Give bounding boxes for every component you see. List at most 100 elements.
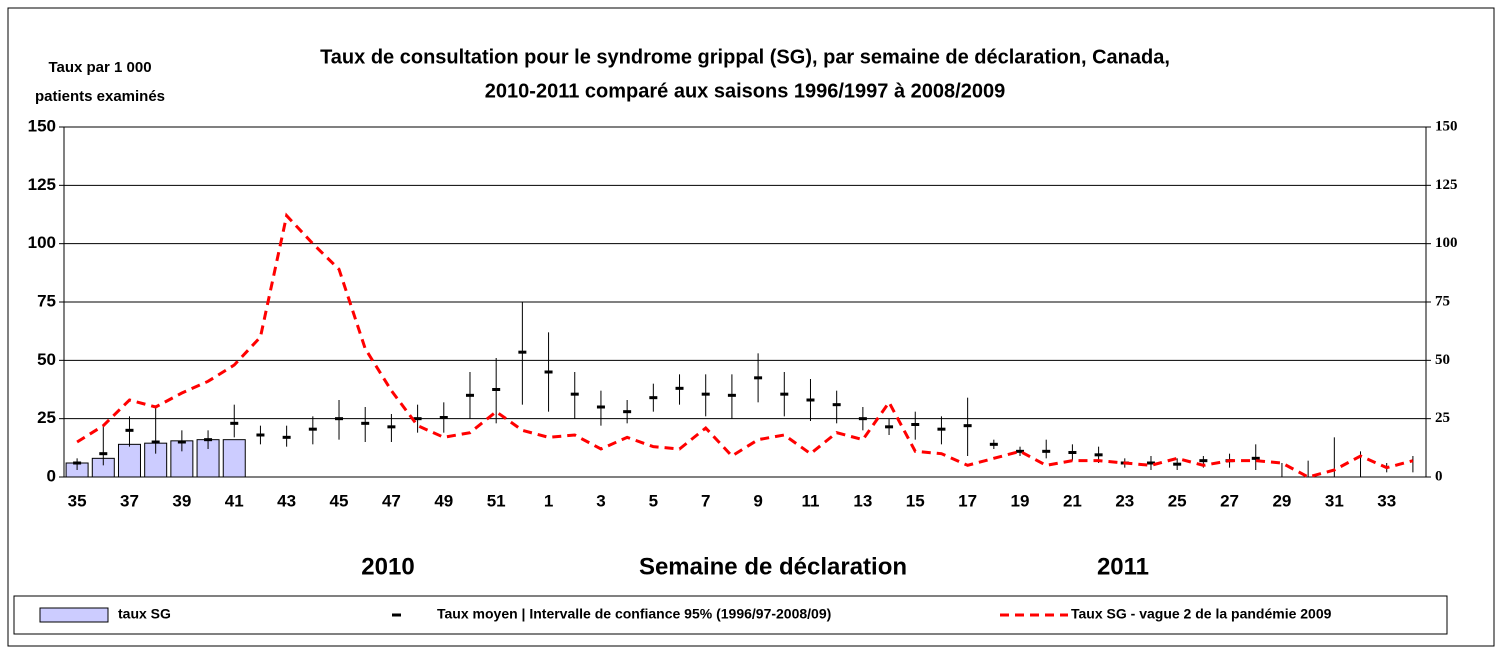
y-axis-label: Taux par 1 000 <box>48 59 151 76</box>
x-tick-label: 17 <box>958 491 977 510</box>
x-tick-label: 13 <box>853 491 872 510</box>
mean-marker <box>204 438 213 442</box>
mean-marker <box>1251 456 1260 460</box>
mean-marker <box>754 376 763 380</box>
mean-marker <box>335 417 344 421</box>
y2-tick-label: 50 <box>1435 352 1450 368</box>
mean-marker <box>649 396 658 400</box>
legend-swatch <box>39 607 109 623</box>
legend-label: taux SG <box>118 606 171 622</box>
bar <box>222 439 246 478</box>
mean-marker <box>125 428 134 432</box>
x-tick-label: 9 <box>753 491 762 510</box>
mean-marker <box>780 392 789 396</box>
x-tick-label: 33 <box>1377 491 1396 510</box>
x-tick-label: 29 <box>1272 491 1291 510</box>
y2-tick-label: 100 <box>1435 235 1458 251</box>
x-tick-label: 3 <box>596 491 605 510</box>
mean-marker <box>727 393 736 397</box>
mean-marker <box>256 433 265 437</box>
mean-marker <box>1068 451 1077 454</box>
x-tick-label: 35 <box>68 491 87 510</box>
x-tick-label: 5 <box>649 491 658 510</box>
x-tick-label: 11 <box>801 491 819 510</box>
y2-tick-label: 0 <box>1435 468 1443 484</box>
mean-marker <box>1146 461 1155 465</box>
mean-marker <box>518 350 527 354</box>
bar <box>117 443 141 478</box>
mean-marker <box>73 461 82 465</box>
mean-marker <box>989 442 998 446</box>
y2-tick-label: 25 <box>1435 410 1450 426</box>
x-tick-label: 21 <box>1063 491 1082 510</box>
x-tick-label: 45 <box>330 491 349 510</box>
x-tick-label: 37 <box>120 491 139 510</box>
y-tick-label: 100 <box>28 233 56 252</box>
legend-label: Taux SG - vague 2 de la pandémie 2009 <box>1071 606 1332 622</box>
mean-marker <box>963 424 972 428</box>
x-tick-label: 7 <box>701 491 710 510</box>
chart-title: Taux de consultation pour le syndrome gr… <box>320 46 1170 68</box>
year-label: 2010 <box>361 553 414 580</box>
legend-box <box>13 595 1448 635</box>
mean-marker <box>282 435 291 439</box>
y-tick-label: 0 <box>47 466 56 485</box>
y-tick-label: 75 <box>37 291 56 310</box>
chart-frame <box>7 7 1495 647</box>
mean-marker <box>701 392 710 396</box>
x-tick-label: 15 <box>906 491 925 510</box>
x-tick-label: 41 <box>225 491 244 510</box>
mean-marker <box>832 403 841 407</box>
mean-marker <box>1199 459 1208 463</box>
mean-marker <box>1042 449 1051 453</box>
mean-marker <box>361 421 370 425</box>
y-tick-label: 150 <box>28 116 56 135</box>
mean-marker <box>1173 462 1182 466</box>
mean-marker <box>937 427 946 431</box>
x-tick-label: 25 <box>1168 491 1187 510</box>
x-tick-label: 51 <box>487 491 506 510</box>
mean-marker <box>177 440 186 444</box>
legend-label: Taux moyen | Intervalle de confiance 95%… <box>437 606 831 622</box>
x-axis-label: Semaine de déclaration <box>639 553 907 580</box>
x-tick-label: 31 <box>1325 491 1344 510</box>
mean-marker <box>570 392 579 396</box>
mean-marker <box>465 393 474 397</box>
y-tick-label: 25 <box>37 408 56 427</box>
mean-marker <box>675 386 684 390</box>
mean-marker <box>413 417 422 421</box>
x-tick-label: 1 <box>544 491 553 510</box>
y-axis-label: patients examinés <box>35 88 165 105</box>
mean-marker <box>387 425 396 429</box>
x-tick-label: 47 <box>382 491 401 510</box>
mean-marker <box>885 425 894 429</box>
y-tick-label: 50 <box>37 350 56 369</box>
y2-tick-label: 150 <box>1435 118 1458 134</box>
x-tick-label: 23 <box>1115 491 1134 510</box>
x-tick-label: 27 <box>1220 491 1239 510</box>
mean-marker <box>99 452 108 456</box>
mean-marker <box>1094 453 1103 457</box>
mean-marker <box>151 440 160 444</box>
y2-tick-label: 75 <box>1435 293 1450 309</box>
mean-marker <box>439 416 448 419</box>
x-tick-label: 43 <box>277 491 296 510</box>
x-tick-label: 19 <box>1011 491 1030 510</box>
chart-title: 2010-2011 comparé aux saisons 1996/1997 … <box>485 80 1005 102</box>
mean-marker <box>230 421 239 425</box>
mean-marker <box>858 417 867 421</box>
legend-swatch <box>392 613 401 617</box>
y2-tick-label: 125 <box>1435 177 1458 193</box>
mean-marker <box>1016 449 1025 453</box>
mean-marker <box>806 398 815 402</box>
y-tick-label: 125 <box>28 175 56 194</box>
x-tick-label: 49 <box>434 491 453 510</box>
pandemic-line <box>76 212 1414 479</box>
mean-marker <box>308 427 317 431</box>
mean-marker <box>911 423 920 426</box>
mean-marker <box>596 405 605 409</box>
x-tick-label: 39 <box>172 491 191 510</box>
year-label: 2011 <box>1097 553 1149 580</box>
mean-marker <box>623 410 632 414</box>
